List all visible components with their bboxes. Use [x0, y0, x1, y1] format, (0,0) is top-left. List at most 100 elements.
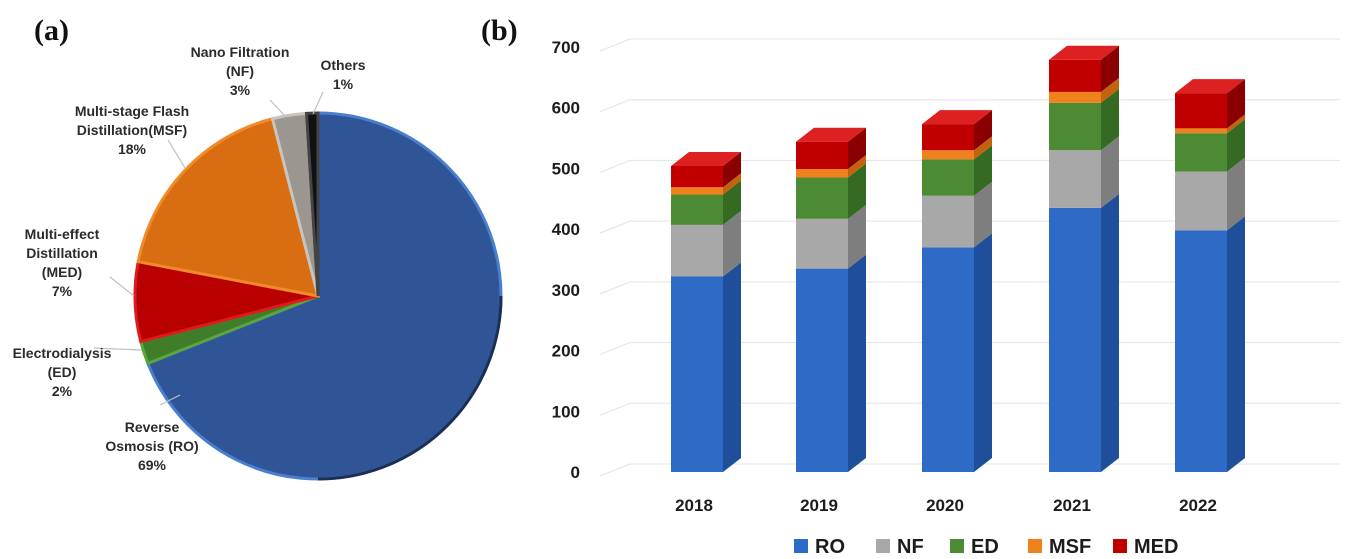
- bar-side-nf-2019: [848, 204, 866, 269]
- pie-label-ed: Electrodialysis (ED) 2%: [13, 345, 112, 399]
- stacked-bar-chart: 0 100 200 300 400 500 600 700 2018 2019 2020 2021 20…: [552, 38, 1340, 515]
- y-tick-label-200: 200: [552, 342, 580, 361]
- bar-group-2020: [922, 110, 992, 472]
- bar-side-med-2018: [723, 152, 741, 188]
- bar-side-ed-2021: [1101, 88, 1119, 151]
- grid-slant-0: [599, 463, 631, 477]
- grid-slant-400: [599, 220, 631, 234]
- legend-swatch-nf: [876, 539, 890, 553]
- bar-ro-2020: [922, 247, 974, 472]
- bar-side-ro-2019: [848, 254, 866, 472]
- pie-label-ro: Reverse Osmosis (RO) 69%: [105, 419, 198, 473]
- pie-chart: Reverse Osmosis (RO) 69% Electrodialysis (ED…: [13, 44, 503, 481]
- bar-top-2018: [671, 152, 741, 166]
- bar-side-msf-2022: [1227, 114, 1245, 134]
- pie-label-nf: Nano Filtration (NF) 3%: [191, 44, 290, 98]
- bar-med-2021: [1049, 59, 1101, 92]
- y-tick-label-0: 0: [571, 463, 580, 482]
- bar-ed-2018: [671, 194, 723, 225]
- bar-msf-2021: [1049, 91, 1101, 103]
- bar-ed-2021: [1049, 102, 1101, 151]
- pie-label-med: Multi-effect Distillation (MED) 7%: [25, 226, 100, 299]
- bar-side-ed-2020: [974, 145, 992, 196]
- legend-swatch-msf: [1028, 539, 1042, 553]
- bar-side-ro-2020: [974, 233, 992, 472]
- bar-legend: RO NF ED MSF MED: [794, 536, 1178, 558]
- grid-slant-100: [599, 402, 631, 416]
- bar-group-2021: [1049, 45, 1119, 472]
- x-tick-label-2020: 2020: [926, 496, 964, 515]
- bar-side-ro-2018: [723, 262, 741, 472]
- bar-side-msf-2018: [723, 173, 741, 195]
- y-tick-label-600: 600: [552, 99, 580, 118]
- pie-leader-msf: [167, 139, 186, 169]
- bar-side-ro-2021: [1101, 193, 1119, 472]
- pie-slice-oth: [304, 111, 320, 297]
- legend-label-nf: NF: [897, 536, 924, 558]
- bar-side-ed-2019: [848, 163, 866, 219]
- bar-nf-2018: [671, 224, 723, 277]
- pie-leader-oth: [312, 91, 324, 115]
- legend-swatch-med: [1113, 539, 1127, 553]
- bar-side-ed-2022: [1227, 119, 1245, 172]
- bar-ro-2021: [1049, 207, 1101, 472]
- bar-side-med-2022: [1227, 79, 1245, 129]
- panel-label-b: (b): [481, 14, 518, 47]
- bar-group-2019: [796, 127, 866, 472]
- bar-msf-2018: [671, 187, 723, 195]
- bar-side-nf-2020: [974, 181, 992, 248]
- bar-ro-2022: [1175, 230, 1227, 472]
- bar-side-msf-2021: [1101, 77, 1119, 103]
- bar-msf-2022: [1175, 128, 1227, 134]
- y-tick-label-400: 400: [552, 220, 580, 239]
- legend-label-med: MED: [1134, 536, 1178, 558]
- bar-top-2019: [796, 127, 866, 142]
- bar-med-2020: [922, 124, 974, 151]
- bar-group-2022: [1175, 79, 1245, 472]
- bar-med-2018: [671, 166, 723, 188]
- bar-side-nf-2021: [1101, 136, 1119, 208]
- bar-side-med-2020: [974, 110, 992, 151]
- bar-side-msf-2020: [974, 136, 992, 160]
- y-tick-label-100: 100: [552, 402, 580, 421]
- bar-ed-2020: [922, 159, 974, 196]
- bar-side-med-2019: [848, 127, 866, 170]
- legend-swatch-ed: [950, 539, 964, 553]
- legend-swatch-ro: [794, 539, 808, 553]
- x-tick-label-2018: 2018: [675, 496, 713, 515]
- bar-top-2020: [922, 110, 992, 125]
- bar-side-nf-2022: [1227, 157, 1245, 231]
- bar-msf-2019: [796, 169, 848, 178]
- y-tick-label-300: 300: [552, 281, 580, 300]
- bar-group-2018: [671, 152, 741, 472]
- pie-leader-nf: [269, 99, 285, 116]
- y-tick-label-500: 500: [552, 159, 580, 178]
- pie-rim: [317, 295, 503, 481]
- grid-slant-700: [599, 38, 631, 52]
- bar-side-msf-2019: [848, 155, 866, 178]
- grid-slant-500: [599, 159, 631, 173]
- bar-med-2019: [796, 141, 848, 170]
- x-tick-label-2019: 2019: [800, 496, 838, 515]
- bar-top-2021: [1049, 45, 1119, 60]
- panel-label-a: (a): [34, 14, 69, 47]
- pie-label-oth: Others 1%: [320, 57, 365, 92]
- grid-slant-200: [599, 342, 631, 356]
- bar-nf-2022: [1175, 171, 1227, 231]
- legend-label-ro: RO: [815, 536, 845, 558]
- bar-med-2022: [1175, 93, 1227, 129]
- pie-leader-ro: [159, 394, 181, 406]
- pie-leader-ed: [93, 347, 143, 351]
- x-tick-label-2022: 2022: [1179, 496, 1217, 515]
- bar-side-nf-2018: [723, 210, 741, 277]
- bar-ro-2018: [671, 276, 723, 472]
- x-tick-label-2021: 2021: [1053, 496, 1091, 515]
- pie-leader-med: [109, 276, 135, 297]
- bar-nf-2021: [1049, 150, 1101, 208]
- bar-side-ed-2018: [723, 180, 741, 225]
- legend-label-msf: MSF: [1049, 536, 1091, 558]
- bar-side-ro-2022: [1227, 216, 1245, 472]
- bar-nf-2019: [796, 218, 848, 269]
- grid-slant-600: [599, 99, 631, 113]
